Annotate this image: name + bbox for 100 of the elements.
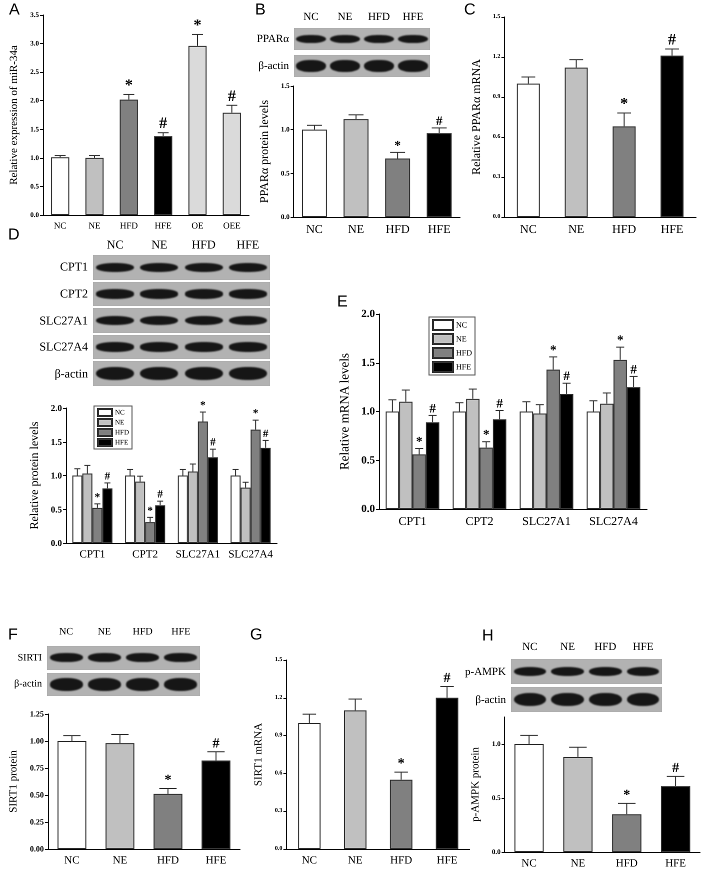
- text: β-actin: [258, 60, 289, 72]
- x-tick-label: NC: [520, 222, 537, 236]
- data-label: #: [104, 470, 111, 482]
- data-label: *: [620, 96, 628, 112]
- text: β-actin: [475, 694, 506, 706]
- chart-title: C: [464, 2, 476, 18]
- x-tick-label: CPT2: [132, 548, 158, 560]
- x-tick-label: HFD: [120, 220, 138, 230]
- text: NC: [303, 11, 319, 23]
- data-label: *: [252, 408, 259, 420]
- data-label: *: [147, 504, 154, 517]
- text: NE: [151, 238, 168, 252]
- x-tick-label: NC: [306, 222, 323, 236]
- text: SIRTI: [18, 652, 42, 664]
- y-tick-label: 0.25: [30, 818, 44, 826]
- data-label: *: [623, 788, 630, 803]
- data-label: #: [159, 115, 168, 132]
- data-label: #: [429, 400, 436, 416]
- text: NC: [59, 626, 74, 638]
- chart-title: E: [337, 294, 348, 310]
- data-label: *: [616, 332, 624, 348]
- data-label: *: [124, 76, 133, 94]
- x-tick-label: NC: [64, 854, 80, 866]
- x-tick-label: CPT1: [398, 514, 427, 528]
- data-label: *: [398, 756, 405, 772]
- text: NE: [98, 626, 112, 638]
- data-label: *: [94, 491, 101, 504]
- y-tick-label: 0.5: [50, 504, 62, 514]
- x-tick-label: NC: [54, 220, 66, 230]
- text: HFE: [402, 11, 424, 23]
- text: HFD: [594, 641, 616, 653]
- text: HFE: [171, 626, 190, 638]
- y-axis-title: Relative expression of miR-34a: [8, 45, 20, 185]
- x-tick-label: NE: [112, 854, 128, 866]
- y-axis-title: Relative PPARα mRNA: [469, 58, 483, 175]
- legend-label: NC: [456, 320, 468, 330]
- y-axis-title: p-AMPK protein: [470, 746, 482, 822]
- text: NE: [560, 641, 575, 653]
- text: HFE: [236, 238, 260, 252]
- text: HFE: [632, 641, 654, 653]
- y-tick-label: 2.0: [50, 403, 62, 413]
- data-label: #: [210, 436, 216, 449]
- annotation: p-AMPK: [465, 666, 506, 678]
- bar: [344, 119, 369, 217]
- y-axis-title: Relative mRNA levels: [336, 353, 352, 470]
- x-tick-label: HFD: [612, 222, 636, 236]
- y-axis-title: Relative protein levels: [26, 421, 41, 530]
- x-tick-label: HFE: [436, 854, 458, 866]
- x-tick-label: SLC27A1: [522, 514, 571, 528]
- x-tick-label: HFE: [154, 220, 172, 230]
- y-tick-label: 1.25: [30, 710, 44, 718]
- legend-label: HFE: [456, 362, 472, 372]
- y-tick-label: 1.0: [361, 406, 376, 418]
- chart-title: A: [9, 2, 20, 18]
- chart-title: G: [250, 626, 262, 644]
- text: NC: [522, 641, 538, 653]
- data-label: #: [672, 760, 680, 776]
- data-label: *: [394, 137, 401, 152]
- x-tick-label: OE: [192, 220, 204, 230]
- text: PPARα: [256, 33, 289, 45]
- data-label: #: [228, 88, 236, 105]
- text: HFD: [192, 238, 216, 252]
- data-label: *: [164, 773, 172, 788]
- data-label: #: [444, 670, 451, 686]
- bar: [85, 158, 104, 215]
- data-label: *: [550, 342, 556, 357]
- legend-label: HFD: [456, 348, 472, 358]
- y-tick-label: 0.00: [30, 844, 44, 854]
- x-tick-label: SLC27A1: [176, 548, 220, 560]
- y-tick-label: 1.5: [50, 436, 62, 447]
- y-tick-label: 0.50: [30, 790, 44, 800]
- chart-title: H: [482, 628, 494, 644]
- y-tick-label: 1.00: [30, 736, 44, 746]
- y-tick-label: 0.0: [361, 503, 376, 515]
- data-label: #: [668, 32, 676, 48]
- bar: [302, 130, 327, 217]
- text: β-actin: [54, 366, 88, 382]
- text: NC: [106, 238, 124, 252]
- x-tick-label: HFD: [156, 854, 180, 866]
- data-label: *: [416, 434, 422, 449]
- y-tick-label: 0.75: [30, 764, 44, 772]
- x-tick-label: SLC27A4: [589, 514, 638, 528]
- x-tick-label: OEE: [223, 220, 242, 230]
- y-axis-title: PPARα protein levels: [257, 100, 271, 204]
- x-tick-label: NC: [302, 854, 317, 866]
- x-tick-label: HFE: [206, 854, 227, 866]
- data-label: #: [436, 112, 443, 128]
- x-tick-label: CPT1: [80, 548, 106, 560]
- x-tick-label: HFE: [428, 222, 451, 236]
- y-axis-title: SIRT1 protein: [8, 750, 20, 813]
- data-label: #: [212, 736, 220, 752]
- data-label: #: [262, 428, 269, 440]
- x-tick-label: CPT2: [465, 514, 494, 528]
- x-tick-label: NE: [88, 220, 101, 230]
- y-tick-label: 0.5: [361, 454, 376, 466]
- chart-title: D: [8, 226, 20, 244]
- text: HFD: [368, 11, 390, 23]
- text: SLC27A4: [39, 340, 88, 355]
- x-tick-label: HFD: [390, 854, 412, 866]
- text: HFD: [132, 626, 153, 638]
